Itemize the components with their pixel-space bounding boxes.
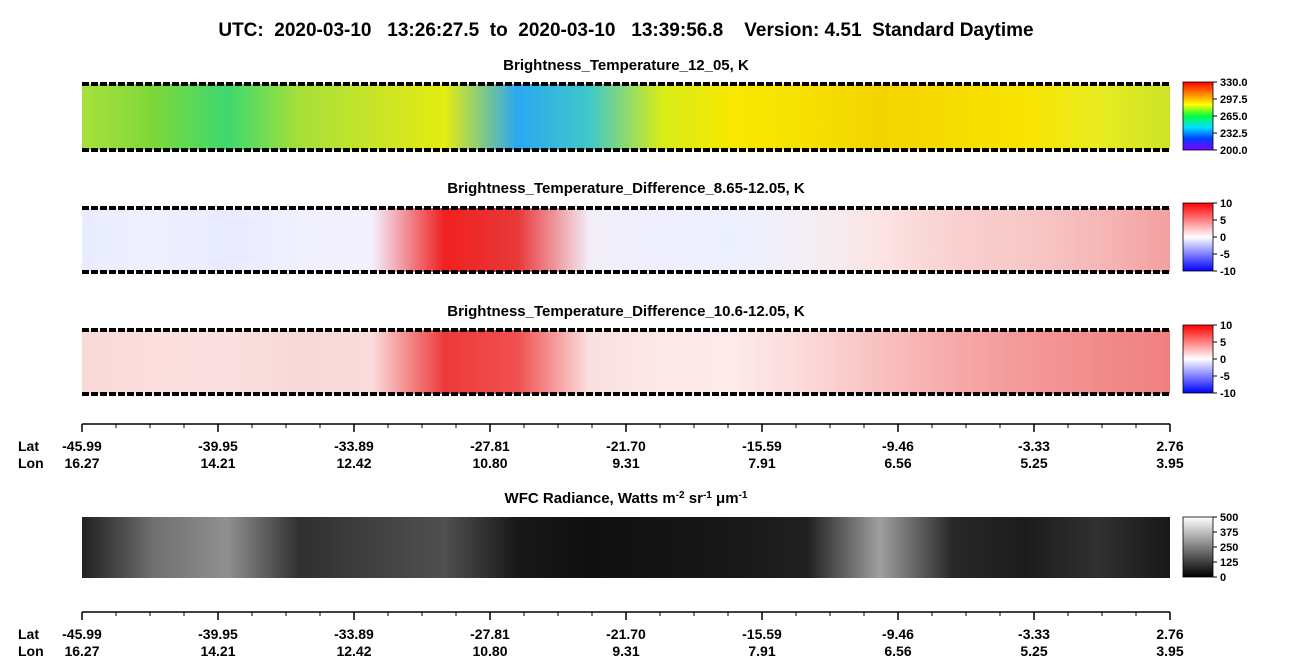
lat-value: -45.99 <box>62 438 102 454</box>
lat-value: -9.46 <box>882 438 914 454</box>
colorbar-tick-label: 5 <box>1220 337 1226 349</box>
colorbar-tick-label: -5 <box>1220 249 1230 261</box>
colorbar <box>1182 324 1214 394</box>
colorbar-tick-label: 200.0 <box>1220 145 1248 157</box>
colorbar-tick-label: 10 <box>1220 198 1232 210</box>
lon-value: 3.95 <box>1156 643 1183 659</box>
colorbar-tick-label: 0 <box>1220 232 1226 244</box>
lat-value: 2.76 <box>1156 626 1183 642</box>
lon-value: 16.27 <box>64 643 99 659</box>
colorbar-tick-label: -10 <box>1220 266 1236 278</box>
panel-title: Brightness_Temperature_12_05, K <box>503 57 749 74</box>
title-part: Brightness_Temperature_12_05, K <box>503 57 749 74</box>
colorbar-tick-label: 265.0 <box>1220 111 1248 123</box>
colorbar-tick-label: 297.5 <box>1220 94 1248 106</box>
title-part: Brightness_Temperature_Difference_8.65-1… <box>447 180 805 197</box>
swath-image <box>82 330 1170 394</box>
lat-value: -33.89 <box>334 438 374 454</box>
title-part: -2 <box>676 490 685 501</box>
colorbar-tick-label: 330.0 <box>1220 77 1248 89</box>
title-part: sr <box>685 490 704 507</box>
colorbar-tick-label: 10 <box>1220 320 1232 332</box>
lat-value: -27.81 <box>470 626 510 642</box>
lon-value: 6.56 <box>884 643 911 659</box>
colorbar-tick-label: 375 <box>1220 527 1238 539</box>
panel-title: Brightness_Temperature_Difference_8.65-1… <box>447 180 805 197</box>
colorbar-tick-label: 0 <box>1220 354 1226 366</box>
lon-value: 9.31 <box>612 455 639 471</box>
lat-value: -9.46 <box>882 626 914 642</box>
lon-value: 7.91 <box>748 455 775 471</box>
lat-value: -21.70 <box>606 626 646 642</box>
lon-value: 9.31 <box>612 643 639 659</box>
colorbar-tick-label: 0 <box>1220 572 1226 584</box>
title-part: Brightness_Temperature_Difference_10.6-1… <box>447 303 805 320</box>
lat-value: -45.99 <box>62 626 102 642</box>
colorbar-tick-label: 250 <box>1220 542 1238 554</box>
lat-value: -33.89 <box>334 626 374 642</box>
title-part: -1 <box>703 490 712 501</box>
lon-label: Lon <box>18 643 44 659</box>
swath-image <box>82 208 1170 272</box>
lat-label: Lat <box>18 438 39 454</box>
title-part: -1 <box>739 490 748 501</box>
swath-image <box>82 517 1170 578</box>
panel-title: Brightness_Temperature_Difference_10.6-1… <box>447 303 805 320</box>
swath-image <box>82 84 1170 150</box>
figure-title: UTC: 2020-03-10 13:26:27.5 to 2020-03-10… <box>218 20 1033 41</box>
title-part: μm <box>712 490 739 507</box>
lat-label: Lat <box>18 626 39 642</box>
lat-value: -27.81 <box>470 438 510 454</box>
lat-value: -3.33 <box>1018 626 1050 642</box>
lat-value: -39.95 <box>198 438 238 454</box>
lat-value: 2.76 <box>1156 438 1183 454</box>
lat-value: -3.33 <box>1018 438 1050 454</box>
lon-value: 5.25 <box>1020 455 1047 471</box>
colorbar-tick-label: 125 <box>1220 557 1238 569</box>
lon-value: 14.21 <box>200 643 235 659</box>
lon-value: 12.42 <box>336 455 371 471</box>
panel-title: WFC Radiance, Watts m-2 sr-1 μm-1 <box>505 490 748 508</box>
colorbar <box>1182 516 1214 578</box>
title-part: WFC Radiance, Watts m <box>505 490 676 507</box>
colorbar-tick-label: 232.5 <box>1220 128 1248 140</box>
lon-value: 7.91 <box>748 643 775 659</box>
colorbar-tick-label: -5 <box>1220 371 1230 383</box>
lat-value: -21.70 <box>606 438 646 454</box>
colorbar <box>1182 202 1214 272</box>
lon-value: 16.27 <box>64 455 99 471</box>
lat-value: -15.59 <box>742 438 782 454</box>
lon-value: 10.80 <box>472 643 507 659</box>
colorbar-tick-label: 500 <box>1220 512 1238 524</box>
lat-value: -39.95 <box>198 626 238 642</box>
lon-label: Lon <box>18 455 44 471</box>
colorbar-tick-label: 5 <box>1220 215 1226 227</box>
colorbar-tick-label: -10 <box>1220 388 1236 400</box>
lon-value: 10.80 <box>472 455 507 471</box>
lon-value: 6.56 <box>884 455 911 471</box>
lon-value: 5.25 <box>1020 643 1047 659</box>
lat-value: -15.59 <box>742 626 782 642</box>
lon-value: 12.42 <box>336 643 371 659</box>
colorbar <box>1182 81 1214 151</box>
lon-value: 3.95 <box>1156 455 1183 471</box>
lon-value: 14.21 <box>200 455 235 471</box>
